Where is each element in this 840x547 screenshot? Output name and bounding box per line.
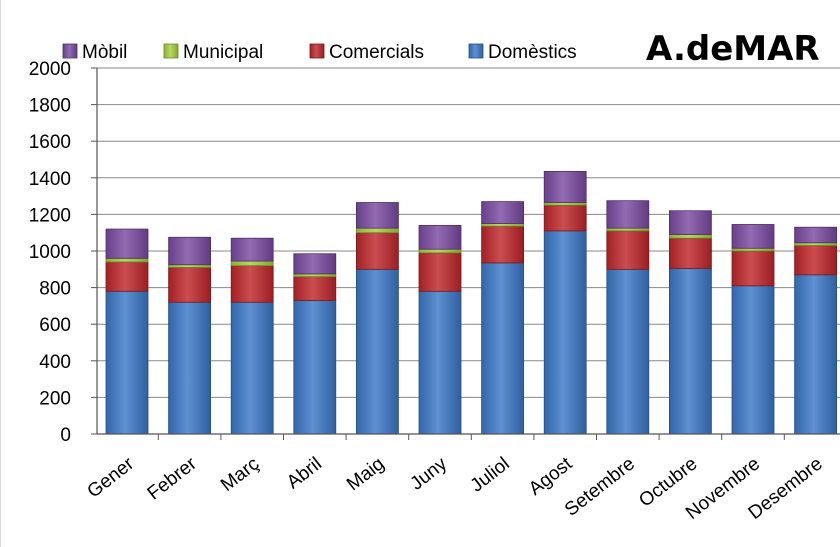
bar-segment-comercials bbox=[418, 252, 462, 292]
bar-segment-comercials bbox=[794, 245, 837, 276]
bar-segment-domèstics bbox=[293, 300, 337, 435]
bar-segment-mòbil bbox=[230, 237, 274, 262]
bar-segment-comercials bbox=[105, 261, 149, 292]
y-tick-label: 1200 bbox=[29, 205, 71, 226]
bar-segment-municipal bbox=[418, 248, 462, 254]
bar-segment-comercials bbox=[293, 276, 337, 301]
bar-segment-municipal bbox=[481, 223, 525, 227]
bars bbox=[105, 170, 837, 435]
gridlines bbox=[91, 67, 840, 435]
bar-segment-mòbil bbox=[669, 210, 712, 235]
legend-label: Municipal bbox=[183, 42, 263, 63]
x-tick-label: Maig bbox=[343, 453, 388, 495]
legend: Mòbil Municipal Comercials Domèstics bbox=[62, 42, 577, 63]
x-tick-label: Agost bbox=[525, 453, 577, 500]
bar-segment-domèstics bbox=[230, 301, 274, 435]
x-tick-label: Juliol bbox=[467, 453, 514, 496]
y-tick-label: 1400 bbox=[29, 169, 71, 190]
bar-segment-municipal bbox=[293, 273, 337, 278]
bar-segment-municipal bbox=[606, 227, 650, 232]
bar-segment-domèstics bbox=[355, 268, 399, 435]
bar-segment-domèstics bbox=[168, 301, 212, 435]
bar-segment-municipal bbox=[230, 260, 274, 267]
x-tick-label: Juny bbox=[407, 453, 452, 495]
legend-swatch-municipal bbox=[163, 43, 179, 59]
bar-segment-municipal bbox=[168, 264, 212, 268]
bar-segment-comercials bbox=[230, 265, 274, 303]
bar-segment-mòbil bbox=[794, 226, 837, 244]
bar-segment-comercials bbox=[355, 232, 399, 270]
bar-segment-mòbil bbox=[481, 201, 525, 224]
legend-label: Domèstics bbox=[488, 42, 577, 63]
y-tick-label: 1800 bbox=[29, 96, 71, 117]
bar-segment-comercials bbox=[731, 250, 775, 287]
bar-segment-mòbil bbox=[168, 236, 212, 266]
bar-segment-mòbil bbox=[731, 224, 775, 249]
bar-segment-municipal bbox=[731, 247, 775, 252]
bar-segment-comercials bbox=[606, 230, 650, 270]
bar-segment-domèstics bbox=[794, 274, 837, 435]
y-tick-label: 400 bbox=[39, 352, 71, 373]
legend-swatch-comercials bbox=[309, 43, 325, 59]
x-tick-label: Març bbox=[217, 453, 263, 496]
bar-segment-mòbil bbox=[606, 200, 650, 229]
y-tick-label: 800 bbox=[39, 279, 71, 300]
bar-segment-domèstics bbox=[543, 230, 587, 435]
bar-segment-domèstics bbox=[481, 262, 525, 435]
bar-segment-mòbil bbox=[105, 228, 149, 259]
x-tick-labels: Gener Febrer Març Abril Maig Juny Juliol AgostS… bbox=[84, 453, 827, 524]
bar-segment-municipal bbox=[543, 202, 587, 206]
bar-segment-domèstics bbox=[418, 290, 462, 435]
x-tick-label: Setembre bbox=[561, 453, 639, 520]
bar-segment-comercials bbox=[669, 237, 712, 269]
bar-segment-comercials bbox=[543, 204, 587, 232]
bar-segment-mòbil bbox=[355, 202, 399, 229]
chart-title: A.deMAR bbox=[646, 29, 820, 69]
legend-label: Comercials bbox=[329, 42, 424, 63]
y-tick-label: 1000 bbox=[29, 242, 71, 263]
y-tick-label: 600 bbox=[39, 315, 71, 336]
bar-segment-mòbil bbox=[543, 170, 587, 203]
y-tick-label: 0 bbox=[60, 425, 71, 446]
y-tick-label: 2000 bbox=[29, 59, 71, 80]
axes bbox=[96, 68, 840, 440]
bar-segment-municipal bbox=[355, 227, 399, 234]
bar-segment-comercials bbox=[168, 267, 212, 303]
bar-segment-municipal bbox=[105, 257, 149, 263]
y-tick-label: 200 bbox=[39, 388, 71, 409]
x-tick-label: Febrer bbox=[144, 453, 202, 504]
bar-segment-mòbil bbox=[293, 253, 337, 275]
bar-segment-municipal bbox=[794, 242, 837, 246]
bar-segment-domèstics bbox=[731, 285, 775, 435]
bar-segment-domèstics bbox=[606, 268, 650, 435]
bar-segment-domèstics bbox=[669, 267, 712, 435]
bar-segment-municipal bbox=[669, 234, 712, 239]
legend-swatch-domèstics bbox=[468, 43, 484, 59]
y-tick-labels: 0 200 400 600 800 1000 1200 1400 1600 1800 2000 bbox=[29, 59, 71, 446]
x-tick-label: Abril bbox=[283, 453, 326, 493]
y-tick-label: 1600 bbox=[29, 132, 71, 153]
bar-segment-comercials bbox=[481, 225, 525, 264]
x-tick-label: Gener bbox=[84, 453, 139, 502]
bar-segment-domèstics bbox=[105, 290, 149, 435]
bar-segment-mòbil bbox=[418, 224, 462, 250]
legend-swatch-mòbil bbox=[62, 43, 78, 59]
legend-label: Mòbil bbox=[82, 42, 127, 63]
